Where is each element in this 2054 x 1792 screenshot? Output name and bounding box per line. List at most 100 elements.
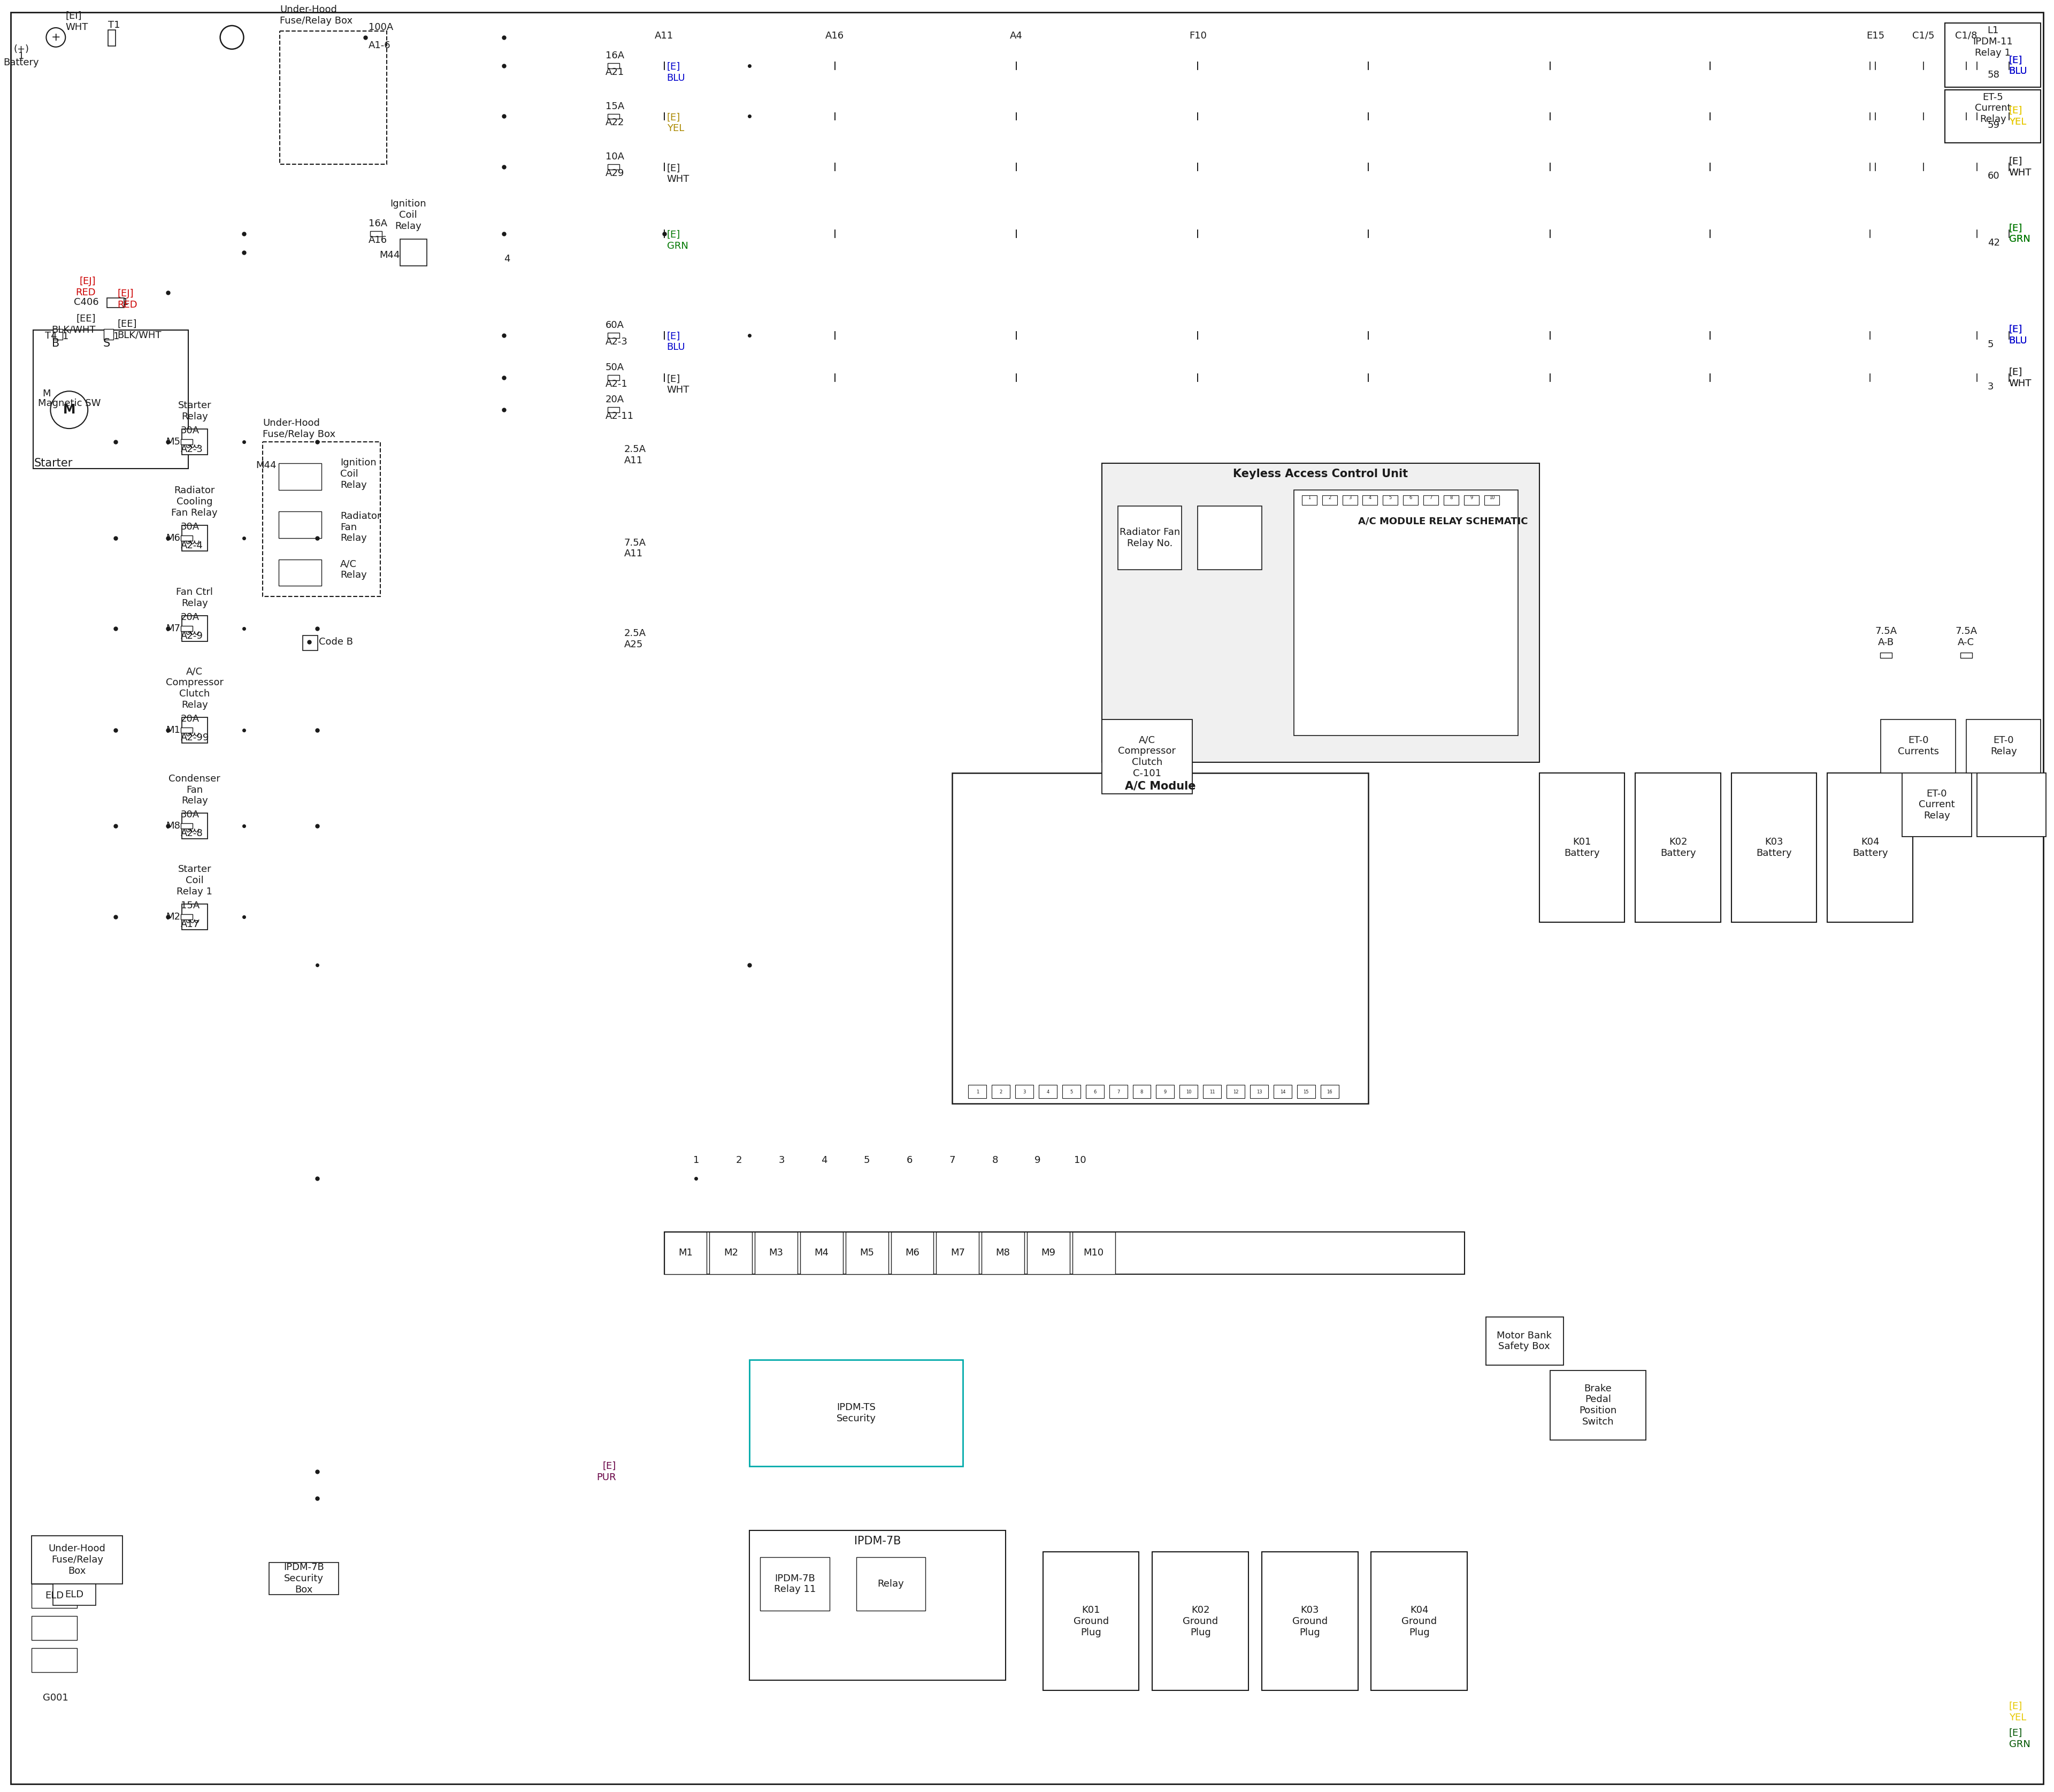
Text: 3: 3 [1988, 382, 1994, 392]
Text: 7.5A
A-B: 7.5A A-B [1875, 627, 1898, 647]
Bar [1343, 495, 1358, 505]
Text: 30A: 30A [181, 521, 199, 532]
Text: Motor Bank
Safety Box: Motor Bank Safety Box [1497, 1331, 1553, 1351]
Text: Magnetic SW: Magnetic SW [39, 398, 101, 409]
Bar [608, 165, 620, 170]
Text: 7.5A
A11: 7.5A A11 [624, 538, 647, 559]
Bar [750, 1530, 1006, 1679]
Bar [1960, 652, 1972, 658]
Bar [181, 625, 193, 631]
Text: C1/8: C1/8 [1955, 30, 1978, 41]
Text: 9: 9 [1035, 1156, 1041, 1165]
Text: 6: 6 [906, 1156, 912, 1165]
Text: Fan Ctrl
Relay: Fan Ctrl Relay [177, 588, 214, 607]
Text: 6: 6 [1093, 1090, 1097, 1095]
Text: A11: A11 [655, 30, 674, 41]
Text: K02
Battery: K02 Battery [1660, 837, 1697, 858]
Bar [1372, 1552, 1467, 1690]
Text: 10: 10 [1489, 495, 1495, 500]
Text: 3: 3 [1023, 1090, 1025, 1095]
Text: 2.5A
A11: 2.5A A11 [624, 444, 647, 466]
Text: 1: 1 [1308, 495, 1310, 500]
Bar [1403, 495, 1417, 505]
Text: M3: M3 [768, 1249, 783, 1258]
Bar [31, 1649, 78, 1672]
Text: Under-Hood
Fuse/Relay
Box: Under-Hood Fuse/Relay Box [49, 1545, 105, 1575]
Text: [EI]
WHT: [EI] WHT [66, 11, 88, 32]
Text: Radiator
Fan
Relay: Radiator Fan Relay [341, 511, 382, 543]
Bar [1261, 1552, 1358, 1690]
Text: E15: E15 [1867, 30, 1886, 41]
Text: Radiator
Cooling
Fan Relay: Radiator Cooling Fan Relay [170, 486, 218, 518]
Bar [1323, 495, 1337, 505]
Bar [1538, 772, 1625, 923]
Text: 2: 2 [1329, 495, 1331, 500]
Text: Radiator Fan
Relay No.: Radiator Fan Relay No. [1119, 527, 1179, 548]
Bar [1302, 495, 1317, 505]
Text: Starter
Coil
Relay 1: Starter Coil Relay 1 [177, 866, 212, 896]
Bar [279, 559, 322, 586]
Text: IPDM-7B
Relay 11: IPDM-7B Relay 11 [774, 1573, 815, 1595]
Bar [1109, 1084, 1128, 1098]
Bar [181, 914, 193, 919]
Text: 1: 1 [113, 332, 119, 340]
Text: [E]
YEL: [E] YEL [2009, 106, 2025, 127]
Text: A29: A29 [606, 168, 624, 177]
Bar [1117, 505, 1181, 570]
Bar [608, 375, 620, 380]
Bar [1197, 505, 1261, 570]
Text: [E]
BLU: [E] BLU [668, 63, 686, 82]
Text: Under-Hood
Fuse/Relay Box: Under-Hood Fuse/Relay Box [263, 419, 335, 439]
Text: B: B [51, 339, 60, 348]
Text: 5: 5 [1389, 495, 1393, 500]
Bar [181, 536, 193, 541]
Text: Starter: Starter [33, 459, 72, 468]
Text: 16A: 16A [606, 50, 624, 61]
Text: 1: 1 [123, 297, 129, 306]
Text: Ignition
Coil
Relay: Ignition Coil Relay [341, 459, 376, 489]
Text: K03
Battery: K03 Battery [1756, 837, 1791, 858]
Text: [E]
WHT: [E] WHT [2009, 156, 2031, 177]
Bar [269, 1563, 339, 1595]
Bar [1226, 1084, 1245, 1098]
Text: ELD: ELD [66, 1590, 84, 1600]
Text: IPDM-7B: IPDM-7B [854, 1536, 902, 1546]
Bar [1156, 1084, 1175, 1098]
Bar [1101, 719, 1193, 794]
Text: 13: 13 [1257, 1090, 1261, 1095]
Bar [1635, 772, 1721, 923]
Bar [401, 238, 427, 265]
Text: A16: A16 [368, 235, 388, 246]
Text: M2: M2 [166, 912, 181, 921]
Text: M5: M5 [861, 1249, 875, 1258]
Bar [1465, 495, 1479, 505]
Text: M6: M6 [166, 532, 181, 543]
Bar [1902, 772, 1972, 837]
Text: M7: M7 [166, 624, 181, 633]
Text: A2-4: A2-4 [181, 541, 203, 550]
Text: 2.5A
A25: 2.5A A25 [624, 629, 647, 649]
Bar [953, 772, 1368, 1104]
Text: M6: M6 [906, 1249, 920, 1258]
Text: 7: 7 [1430, 495, 1432, 500]
Text: 1: 1 [64, 332, 70, 340]
Bar [1551, 1371, 1645, 1439]
Text: K04
Battery: K04 Battery [1853, 837, 1888, 858]
Text: 12: 12 [1232, 1090, 1239, 1095]
Text: 7: 7 [949, 1156, 955, 1165]
Text: 4: 4 [822, 1156, 828, 1165]
Bar [1179, 1084, 1197, 1098]
Text: 16: 16 [1327, 1090, 1333, 1095]
Text: K03
Ground
Plug: K03 Ground Plug [1292, 1606, 1327, 1638]
Text: M: M [64, 403, 76, 416]
Text: M8: M8 [996, 1249, 1011, 1258]
Text: M5: M5 [166, 437, 181, 446]
Bar [181, 428, 207, 455]
Bar [1294, 489, 1518, 735]
Text: Battery: Battery [4, 57, 39, 68]
Text: Starter
Relay: Starter Relay [179, 401, 212, 421]
Text: 5: 5 [1070, 1090, 1072, 1095]
Text: [E]
BLU: [E] BLU [668, 332, 686, 353]
Bar [1828, 772, 1912, 923]
Bar [608, 333, 620, 339]
